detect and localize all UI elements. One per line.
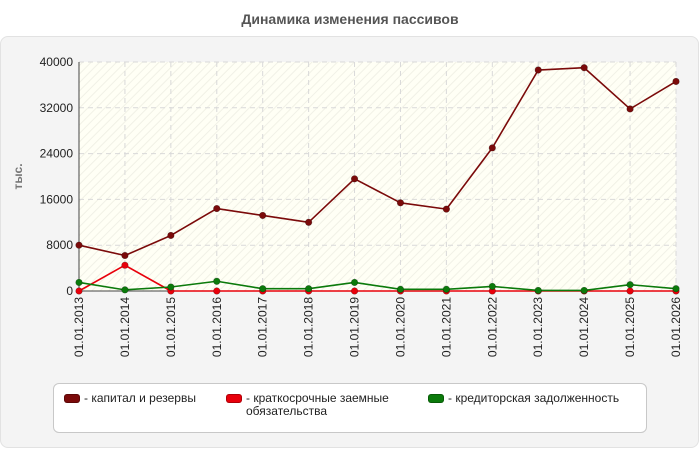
legend-item-short-term-loans[interactable]: - краткосрочные заемные обязательства [226,392,389,418]
legend-swatch [64,394,80,403]
legend-label: - краткосрочные заемные обязательства [246,392,389,418]
y-tick-label: 16000 [40,192,74,206]
series-group [75,64,680,295]
data-point[interactable] [442,205,450,213]
series-0 [75,64,680,260]
data-point[interactable] [259,211,267,220]
data-point[interactable] [488,144,496,152]
data-point[interactable] [442,285,450,293]
data-point[interactable] [350,287,359,295]
data-point[interactable] [75,241,83,249]
data-point[interactable] [305,218,313,226]
x-tick-label: 01.01.2026 [669,297,683,357]
data-point[interactable] [75,278,83,287]
y-tick-label: 0 [66,284,73,298]
data-point[interactable] [396,285,405,293]
legend-text: кредиторская задолженность [455,391,620,405]
data-point[interactable] [121,286,129,294]
data-point[interactable] [626,287,634,295]
legend-text: капитал и резервы [91,391,196,405]
x-tick-label: 01.01.2015 [164,297,178,357]
series-2 [75,277,680,295]
x-tick-label: 01.01.2014 [118,297,132,357]
data-point[interactable] [534,286,542,295]
data-point[interactable] [488,282,496,291]
x-tick-label: 01.01.2018 [302,297,316,357]
legend-swatch [226,394,242,403]
y-tick-label: 32000 [40,101,74,115]
series-line [78,280,677,292]
data-point[interactable] [626,281,634,289]
x-tick-label: 01.01.2024 [577,297,591,357]
data-point[interactable] [305,285,313,293]
axes: 0 8000 16000 24000 32000 40000 01.01.2013 01.01… [40,55,683,357]
grid [79,61,677,291]
legend-label: - кредиторская задолженность [448,392,619,405]
legend-prefix: - [448,391,456,405]
data-point[interactable] [75,287,83,295]
x-tick-label: 01.01.2025 [623,297,637,357]
data-point[interactable] [213,277,221,285]
x-tick-label: 01.01.2020 [393,297,407,357]
x-tick-label: 01.01.2019 [348,297,362,357]
data-point[interactable] [167,283,175,291]
x-tick-label: 01.01.2017 [256,297,270,357]
data-point[interactable] [213,204,221,213]
plot-area [79,62,676,291]
data-point[interactable] [213,287,221,295]
series-line [78,66,677,257]
data-point[interactable] [167,231,175,240]
x-tick-label: 01.01.2013 [72,297,86,357]
legend-swatch [428,394,444,403]
y-tick-label: 8000 [46,238,73,252]
x-tick-label: 01.01.2021 [439,297,453,357]
legend-prefix: - [84,391,92,405]
legend-item-accounts-payable[interactable]: - кредиторская задолженность [428,392,619,405]
legend-text: краткосрочные заемные обязательства [246,391,389,418]
legend-label: - капитал и резервы [84,392,196,405]
data-point[interactable] [626,105,634,113]
legend: - капитал и резервы - краткосрочные заем… [53,383,647,433]
x-tick-label: 01.01.2023 [531,297,545,357]
chart-title: Динамика изменения пассивов [241,11,459,27]
data-point[interactable] [121,251,129,260]
x-tick-label: 01.01.2016 [210,297,224,357]
data-point[interactable] [580,286,588,295]
data-point[interactable] [396,199,405,207]
data-point[interactable] [121,261,129,269]
y-axis-label: тыс. [11,163,25,189]
data-point[interactable] [350,175,359,183]
data-point[interactable] [350,278,359,287]
data-point[interactable] [259,285,267,293]
data-point[interactable] [672,77,680,86]
legend-item-capital[interactable]: - капитал и резервы [64,392,196,405]
data-point[interactable] [534,66,542,74]
y-tick-label: 40000 [40,55,74,69]
data-point[interactable] [672,285,680,293]
data-point[interactable] [580,64,588,72]
legend-prefix: - [246,391,254,405]
x-tick-label: 01.01.2022 [485,297,499,357]
y-tick-label: 24000 [40,147,74,161]
